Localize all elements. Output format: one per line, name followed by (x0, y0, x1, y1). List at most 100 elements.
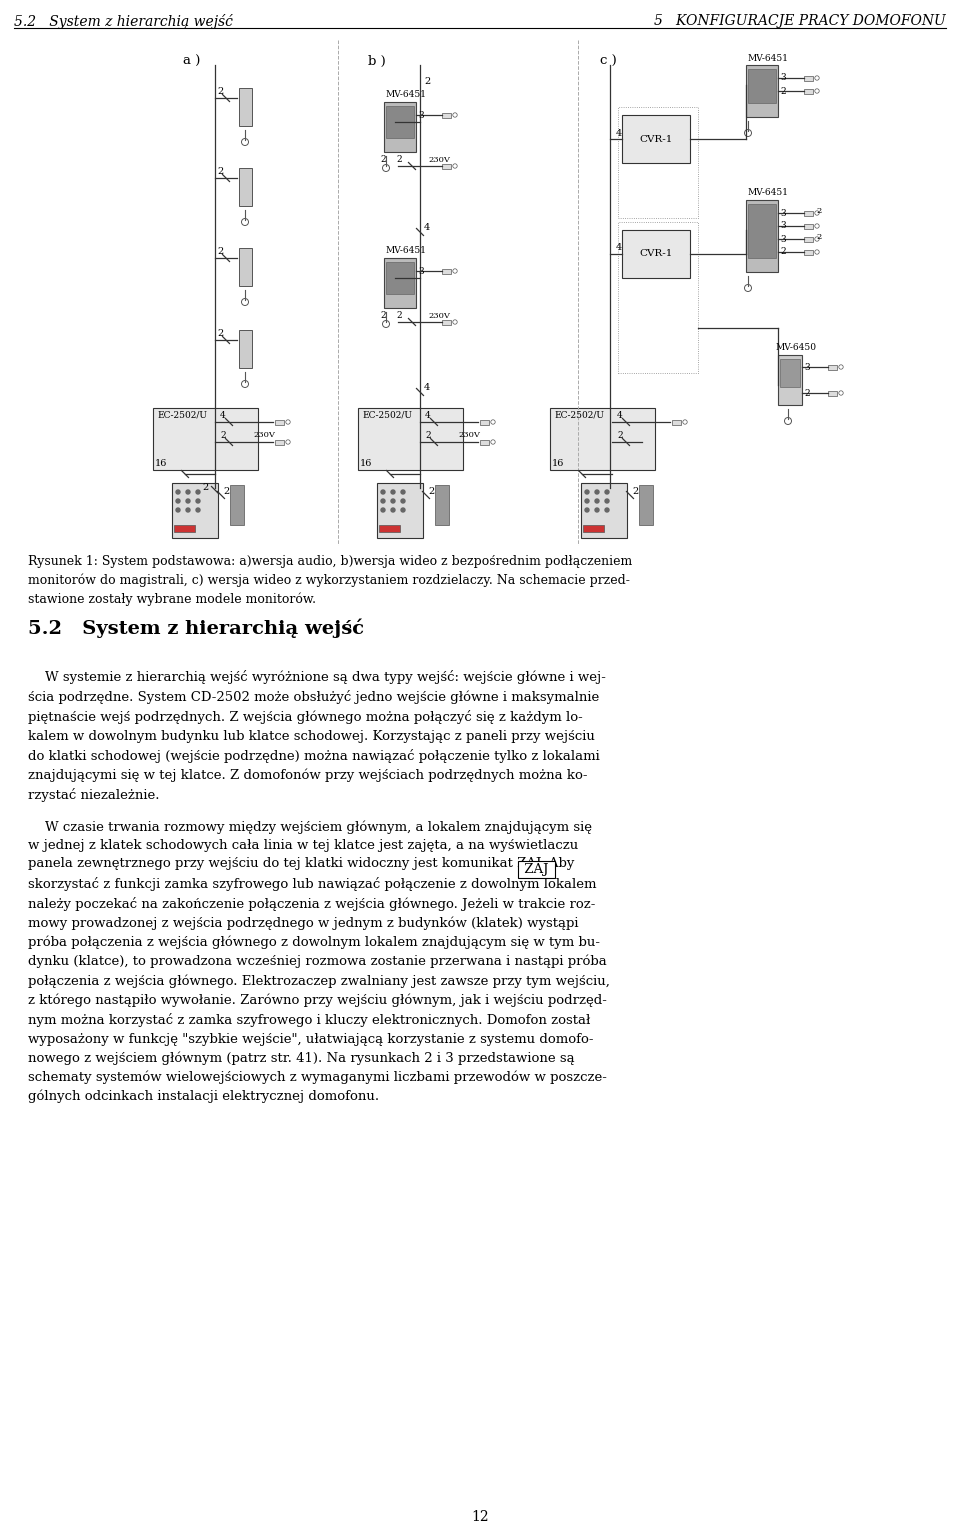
Bar (275, 439, 284, 445)
Text: 3: 3 (780, 73, 785, 83)
Text: MV-6451: MV-6451 (386, 246, 427, 255)
Text: 4: 4 (425, 411, 431, 420)
Bar (672, 419, 681, 425)
Text: 2: 2 (223, 486, 229, 495)
Text: 3: 3 (804, 362, 809, 372)
Text: 3: 3 (418, 110, 423, 119)
Text: EC-2502/U: EC-2502/U (554, 410, 604, 419)
Text: 2: 2 (217, 248, 223, 257)
Bar (379, 524, 400, 532)
Bar (435, 485, 449, 524)
Bar (828, 364, 837, 370)
Text: 2: 2 (780, 87, 785, 95)
Text: MV-6451: MV-6451 (386, 90, 427, 99)
Circle shape (595, 489, 599, 494)
Bar (172, 483, 218, 538)
Circle shape (196, 489, 200, 494)
Circle shape (401, 508, 405, 512)
Text: 2: 2 (632, 486, 638, 495)
Text: 4: 4 (424, 223, 430, 232)
Circle shape (401, 498, 405, 503)
Text: EC-2502/U: EC-2502/U (362, 410, 412, 419)
Text: 2: 2 (816, 206, 821, 216)
Bar (275, 419, 284, 425)
Text: ZAJ: ZAJ (520, 864, 553, 876)
Text: c ): c ) (600, 55, 616, 67)
Bar (238, 168, 252, 206)
Text: 2: 2 (617, 431, 623, 439)
Text: 3: 3 (780, 234, 785, 243)
Text: CVR-1: CVR-1 (639, 135, 673, 144)
Text: 2: 2 (380, 312, 386, 321)
Text: 4: 4 (424, 384, 430, 393)
Circle shape (196, 508, 200, 512)
Text: 4: 4 (616, 243, 622, 252)
Circle shape (186, 508, 190, 512)
Bar (442, 113, 451, 118)
Bar (804, 223, 813, 228)
Circle shape (391, 508, 395, 512)
Bar (384, 258, 416, 307)
Bar (639, 485, 653, 524)
Bar (384, 102, 416, 151)
Text: 2: 2 (780, 248, 785, 257)
Bar (618, 107, 698, 219)
Bar (153, 408, 258, 469)
Circle shape (176, 498, 180, 503)
Bar (386, 261, 414, 294)
Text: 2: 2 (816, 232, 821, 242)
Circle shape (186, 498, 190, 503)
Text: MV-6451: MV-6451 (747, 188, 788, 197)
Text: 2: 2 (220, 431, 226, 439)
Text: 16: 16 (155, 459, 167, 468)
Bar (583, 524, 604, 532)
Text: 4: 4 (616, 128, 622, 138)
Bar (386, 106, 414, 138)
Circle shape (381, 508, 385, 512)
Text: 4: 4 (617, 411, 623, 420)
Text: 3: 3 (780, 208, 785, 217)
Text: 5.2   System z hierarchią wejść: 5.2 System z hierarchią wejść (28, 618, 364, 638)
Text: 2: 2 (203, 483, 209, 492)
Text: 3: 3 (780, 222, 785, 231)
Bar (778, 355, 802, 405)
Circle shape (595, 498, 599, 503)
Text: 2: 2 (380, 156, 386, 165)
Circle shape (176, 489, 180, 494)
Bar (480, 439, 489, 445)
Text: 2: 2 (217, 330, 223, 338)
Bar (377, 483, 423, 538)
Bar (804, 89, 813, 93)
Text: 12: 12 (471, 1511, 489, 1524)
Text: MV-6450: MV-6450 (775, 342, 816, 352)
Text: 2: 2 (217, 87, 223, 96)
Text: 2: 2 (396, 154, 401, 164)
Circle shape (605, 498, 609, 503)
Bar (442, 269, 451, 274)
Bar (618, 222, 698, 373)
Bar (828, 390, 837, 396)
Text: W czasie trwania rozmowy między wejściem głównym, a lokalem znajdującym się
w je: W czasie trwania rozmowy między wejściem… (28, 820, 610, 1104)
Bar (442, 320, 451, 324)
Text: 230V: 230V (428, 156, 450, 164)
Circle shape (585, 508, 589, 512)
Bar (581, 483, 627, 538)
Bar (780, 359, 800, 387)
Circle shape (391, 489, 395, 494)
Bar (804, 249, 813, 254)
Bar (442, 164, 451, 168)
Text: Rysunek 1: System podstawowa: a)wersja audio, b)wersja wideo z bezpośrednim podł: Rysunek 1: System podstawowa: a)wersja a… (28, 555, 633, 605)
Text: 4: 4 (220, 411, 226, 420)
Circle shape (605, 508, 609, 512)
Bar (804, 237, 813, 242)
Circle shape (196, 498, 200, 503)
Circle shape (381, 498, 385, 503)
Bar (230, 485, 244, 524)
Text: 5   KONFIGURACJE PRACY DOMOFONU: 5 KONFIGURACJE PRACY DOMOFONU (655, 14, 946, 28)
Text: 230V: 230V (428, 312, 450, 320)
Text: b ): b ) (368, 55, 386, 67)
Text: 16: 16 (552, 459, 564, 468)
Text: W systemie z hierarchią wejść wyróżnione są dwa typy wejść: wejście główne i wej: W systemie z hierarchią wejść wyróżnione… (28, 670, 606, 803)
Text: 2: 2 (396, 310, 401, 320)
Text: MV-6451: MV-6451 (747, 54, 788, 63)
